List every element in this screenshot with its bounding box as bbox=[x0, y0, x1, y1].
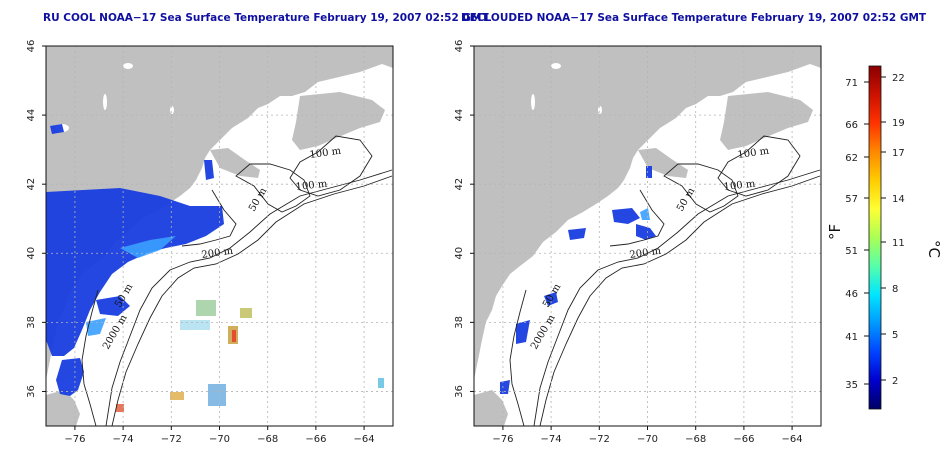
land-mass bbox=[46, 46, 393, 380]
land-mass bbox=[638, 148, 688, 178]
isobath-label: 100 m bbox=[723, 179, 756, 193]
land-mass bbox=[474, 46, 821, 380]
isobath-label: 200 m bbox=[629, 246, 662, 261]
colorbar-f-label: 62 bbox=[845, 153, 858, 164]
y-tick-label: 44 bbox=[26, 109, 37, 122]
right-map-title: DECLOUDED NOAA−17 Sea Surface Temperatur… bbox=[461, 12, 927, 24]
isobaths bbox=[509, 135, 821, 426]
land-mass bbox=[46, 390, 80, 426]
colorbar-c-label: 5 bbox=[892, 330, 898, 341]
right-sst-map bbox=[474, 46, 821, 426]
y-tick-label: 46 bbox=[454, 40, 465, 53]
left-map-title: RU COOL NOAA−17 Sea Surface Temperature … bbox=[43, 12, 489, 24]
isobath-label: 100 m bbox=[737, 146, 770, 161]
x-tick-label: −68 bbox=[257, 434, 278, 445]
isobaths bbox=[81, 135, 393, 426]
isobath-label: 100 m bbox=[295, 179, 328, 193]
y-tick-label: 40 bbox=[26, 247, 37, 260]
x-tick-label: −70 bbox=[637, 434, 658, 445]
colorbar-f-label: 41 bbox=[845, 332, 858, 343]
colorbar-f-label: 66 bbox=[845, 120, 858, 131]
y-tick-label: 44 bbox=[454, 109, 465, 122]
land-mass bbox=[720, 92, 813, 150]
colorbar-c-label: 19 bbox=[892, 118, 905, 129]
colorbar-c-label: 17 bbox=[892, 148, 905, 159]
x-tick-label: −76 bbox=[492, 434, 513, 445]
isobath-label: 100 m bbox=[309, 146, 342, 161]
x-tick-label: −64 bbox=[782, 434, 803, 445]
celsius-unit-label: °C bbox=[925, 240, 943, 258]
colorbar-c-label: 22 bbox=[892, 73, 905, 84]
x-tick-label: −70 bbox=[209, 434, 230, 445]
y-tick-label: 40 bbox=[454, 247, 465, 260]
colorbar-c-label: 14 bbox=[892, 194, 905, 205]
x-tick-label: −66 bbox=[305, 434, 326, 445]
y-tick-label: 42 bbox=[454, 178, 465, 191]
colorbar-f-label: 71 bbox=[845, 78, 858, 89]
y-tick-label: 38 bbox=[454, 316, 465, 329]
x-tick-label: −72 bbox=[589, 434, 610, 445]
y-tick-label: 46 bbox=[26, 40, 37, 53]
x-tick-label: −66 bbox=[733, 434, 754, 445]
colorbar-f-label: 46 bbox=[845, 289, 858, 300]
colorbar-f-label: 51 bbox=[845, 246, 858, 257]
land-mass bbox=[474, 390, 508, 426]
sst-patches-warm bbox=[116, 300, 384, 412]
x-tick-label: −74 bbox=[113, 434, 134, 445]
colorbar: 71 66 62 57 51 46 41 35 22 19 17 14 11 8 5 2 °F °C bbox=[826, 65, 943, 410]
x-tick-label: −76 bbox=[64, 434, 85, 445]
colorbar-f-label: 57 bbox=[845, 194, 858, 205]
colorbar-c-label: 8 bbox=[892, 284, 898, 295]
y-tick-label: 42 bbox=[26, 178, 37, 191]
y-tick-label: 38 bbox=[26, 316, 37, 329]
x-tick-label: −64 bbox=[354, 434, 375, 445]
isobath-label: 200 m bbox=[201, 246, 234, 261]
sst-patches-cold bbox=[500, 166, 656, 394]
colorbar-c-label: 11 bbox=[892, 238, 905, 249]
x-tick-label: −68 bbox=[685, 434, 706, 445]
land-mass bbox=[292, 92, 385, 150]
y-tick-label: 36 bbox=[454, 385, 465, 398]
x-tick-label: −74 bbox=[541, 434, 562, 445]
sst-patches-cold bbox=[46, 124, 224, 396]
colorbar-f-label: 35 bbox=[845, 380, 858, 391]
left-sst-map bbox=[46, 46, 393, 426]
land-mass bbox=[210, 148, 260, 178]
y-tick-label: 36 bbox=[26, 385, 37, 398]
x-tick-label: −72 bbox=[161, 434, 182, 445]
fahrenheit-unit-label: °F bbox=[826, 224, 844, 240]
colorbar-c-label: 2 bbox=[892, 376, 898, 387]
